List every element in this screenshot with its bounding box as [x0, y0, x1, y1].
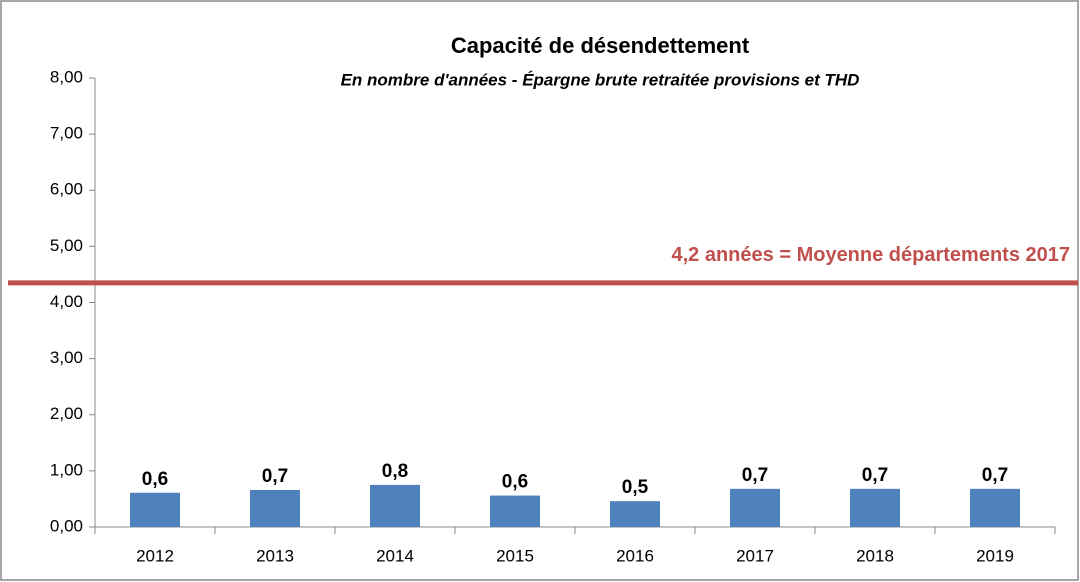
- x-tick-label: 2019: [976, 546, 1014, 565]
- bar: [250, 489, 300, 527]
- y-tick-label: 6,00: [50, 180, 83, 199]
- x-tick-label: 2017: [736, 546, 774, 565]
- data-label: 0,7: [862, 465, 888, 486]
- bar: [370, 484, 420, 527]
- y-tick-label: 3,00: [50, 348, 83, 367]
- bar: [490, 495, 540, 527]
- bar: [850, 488, 900, 527]
- y-tick-label: 2,00: [50, 404, 83, 423]
- data-label: 0,5: [622, 477, 649, 498]
- bar: [730, 488, 780, 527]
- y-tick-label: 0,00: [50, 516, 83, 535]
- chart-subtitle: En nombre d'années - Épargne brute retra…: [341, 70, 860, 89]
- x-tick-label: 2015: [496, 546, 534, 565]
- data-label: 0,7: [262, 466, 288, 487]
- y-tick-label: 5,00: [50, 236, 83, 255]
- data-label: 0,7: [982, 465, 1008, 486]
- x-tick-label: 2016: [616, 546, 654, 565]
- data-label: 0,8: [382, 461, 408, 482]
- data-label: 0,6: [502, 472, 528, 493]
- data-label: 0,6: [142, 469, 168, 490]
- reference-label: 4,2 années = Moyenne départements 2017: [671, 244, 1070, 266]
- bar: [130, 492, 180, 527]
- bar: [970, 488, 1020, 527]
- y-tick-label: 4,00: [50, 292, 83, 311]
- y-tick-label: 8,00: [50, 67, 83, 86]
- chart-title: Capacité de désendettement: [451, 33, 750, 58]
- bar: [610, 501, 660, 527]
- y-tick-label: 7,00: [50, 124, 83, 143]
- data-label: 0,7: [742, 465, 768, 486]
- x-tick-label: 2013: [256, 546, 294, 565]
- x-tick-label: 2012: [136, 546, 174, 565]
- x-tick-label: 2014: [376, 546, 414, 565]
- x-tick-label: 2018: [856, 546, 894, 565]
- y-tick-label: 1,00: [50, 460, 83, 479]
